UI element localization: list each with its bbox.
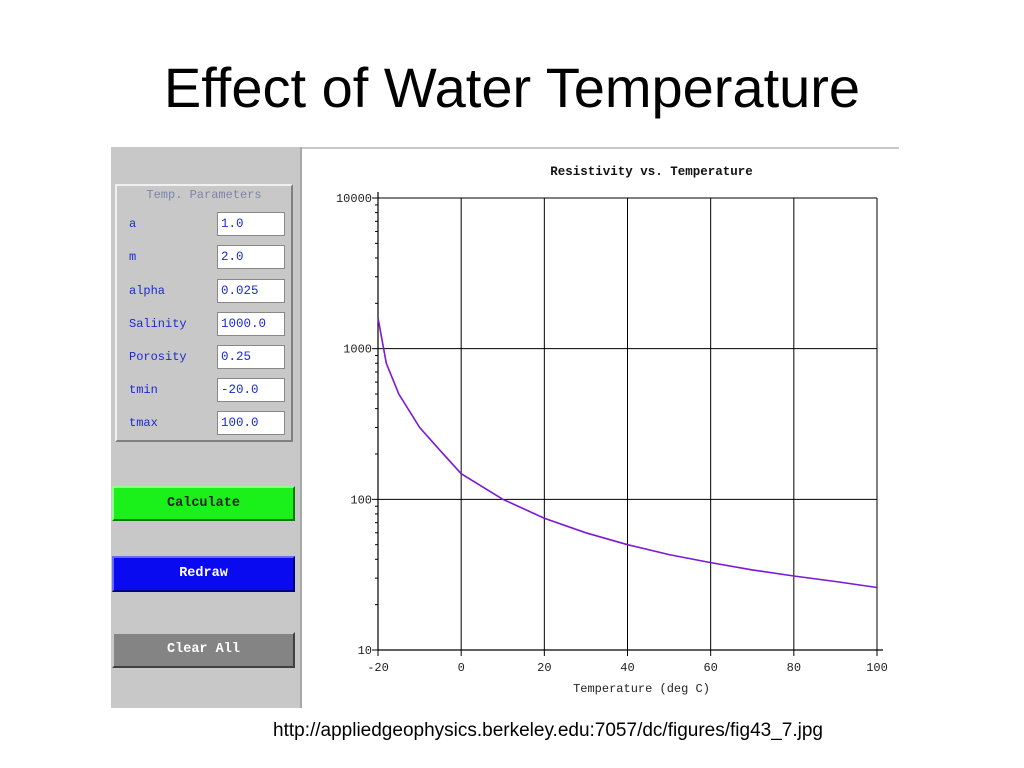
x-tick-label: 60	[703, 661, 717, 675]
param-label-alpha: alpha	[129, 284, 166, 298]
param-label-m: m	[129, 250, 137, 264]
param-label-salinity: Salinity	[129, 317, 187, 331]
param-input-m[interactable]	[217, 245, 285, 269]
param-input-tmin[interactable]	[217, 378, 285, 402]
panel-divider	[300, 147, 302, 708]
source-url: http://appliedgeophysics.berkeley.edu:70…	[273, 720, 823, 741]
param-input-porosity[interactable]	[217, 345, 285, 369]
param-input-tmax[interactable]	[217, 411, 285, 435]
param-input-salinity[interactable]	[217, 312, 285, 336]
param-row-alpha: alpha	[117, 279, 291, 303]
x-tick-label: -20	[367, 661, 389, 675]
param-row-salinity: Salinity	[117, 312, 291, 336]
param-label-porosity: Porosity	[129, 350, 187, 364]
param-row-a: a	[117, 212, 291, 236]
calculate-button[interactable]: Calculate	[112, 486, 295, 521]
param-label-a: a	[129, 217, 137, 231]
param-input-a[interactable]	[217, 212, 285, 236]
x-axis-label: Temperature (deg C)	[573, 682, 710, 696]
y-tick-label: 1000	[343, 343, 372, 357]
clear-all-button[interactable]: Clear All	[112, 632, 295, 668]
chart-title: Resistivity vs. Temperature	[550, 165, 753, 179]
y-tick-label: 10	[358, 644, 372, 658]
param-row-tmax: tmax	[117, 411, 291, 435]
y-tick-label: 100	[350, 493, 372, 507]
x-tick-label: 80	[787, 661, 801, 675]
resistivity-series-line	[377, 317, 878, 589]
param-label-tmax: tmax	[129, 416, 158, 430]
plot-area: Resistivity vs. Temperature -20 0 20 40 60 80 1…	[302, 147, 899, 708]
temp-parameters-title: Temp. Parameters	[146, 188, 262, 202]
x-tick-label: 20	[537, 661, 551, 675]
param-row-porosity: Porosity	[117, 345, 291, 369]
x-tick-label: 0	[458, 661, 465, 675]
param-input-alpha[interactable]	[217, 279, 285, 303]
slide-title: Effect of Water Temperature	[163, 56, 861, 119]
x-tick-label: 100	[866, 661, 888, 675]
param-label-tmin: tmin	[129, 383, 158, 397]
temp-parameters-group: Temp. Parameters a m alpha Salinity Poro…	[115, 184, 293, 442]
redraw-button[interactable]: Redraw	[112, 556, 295, 592]
y-tick-label: 10000	[336, 192, 372, 206]
param-row-m: m	[117, 245, 291, 269]
x-tick-label: 40	[620, 661, 634, 675]
param-row-tmin: tmin	[117, 378, 291, 402]
resistivity-chart: Resistivity vs. Temperature -20 0 20 40 60 80 1…	[336, 165, 888, 696]
